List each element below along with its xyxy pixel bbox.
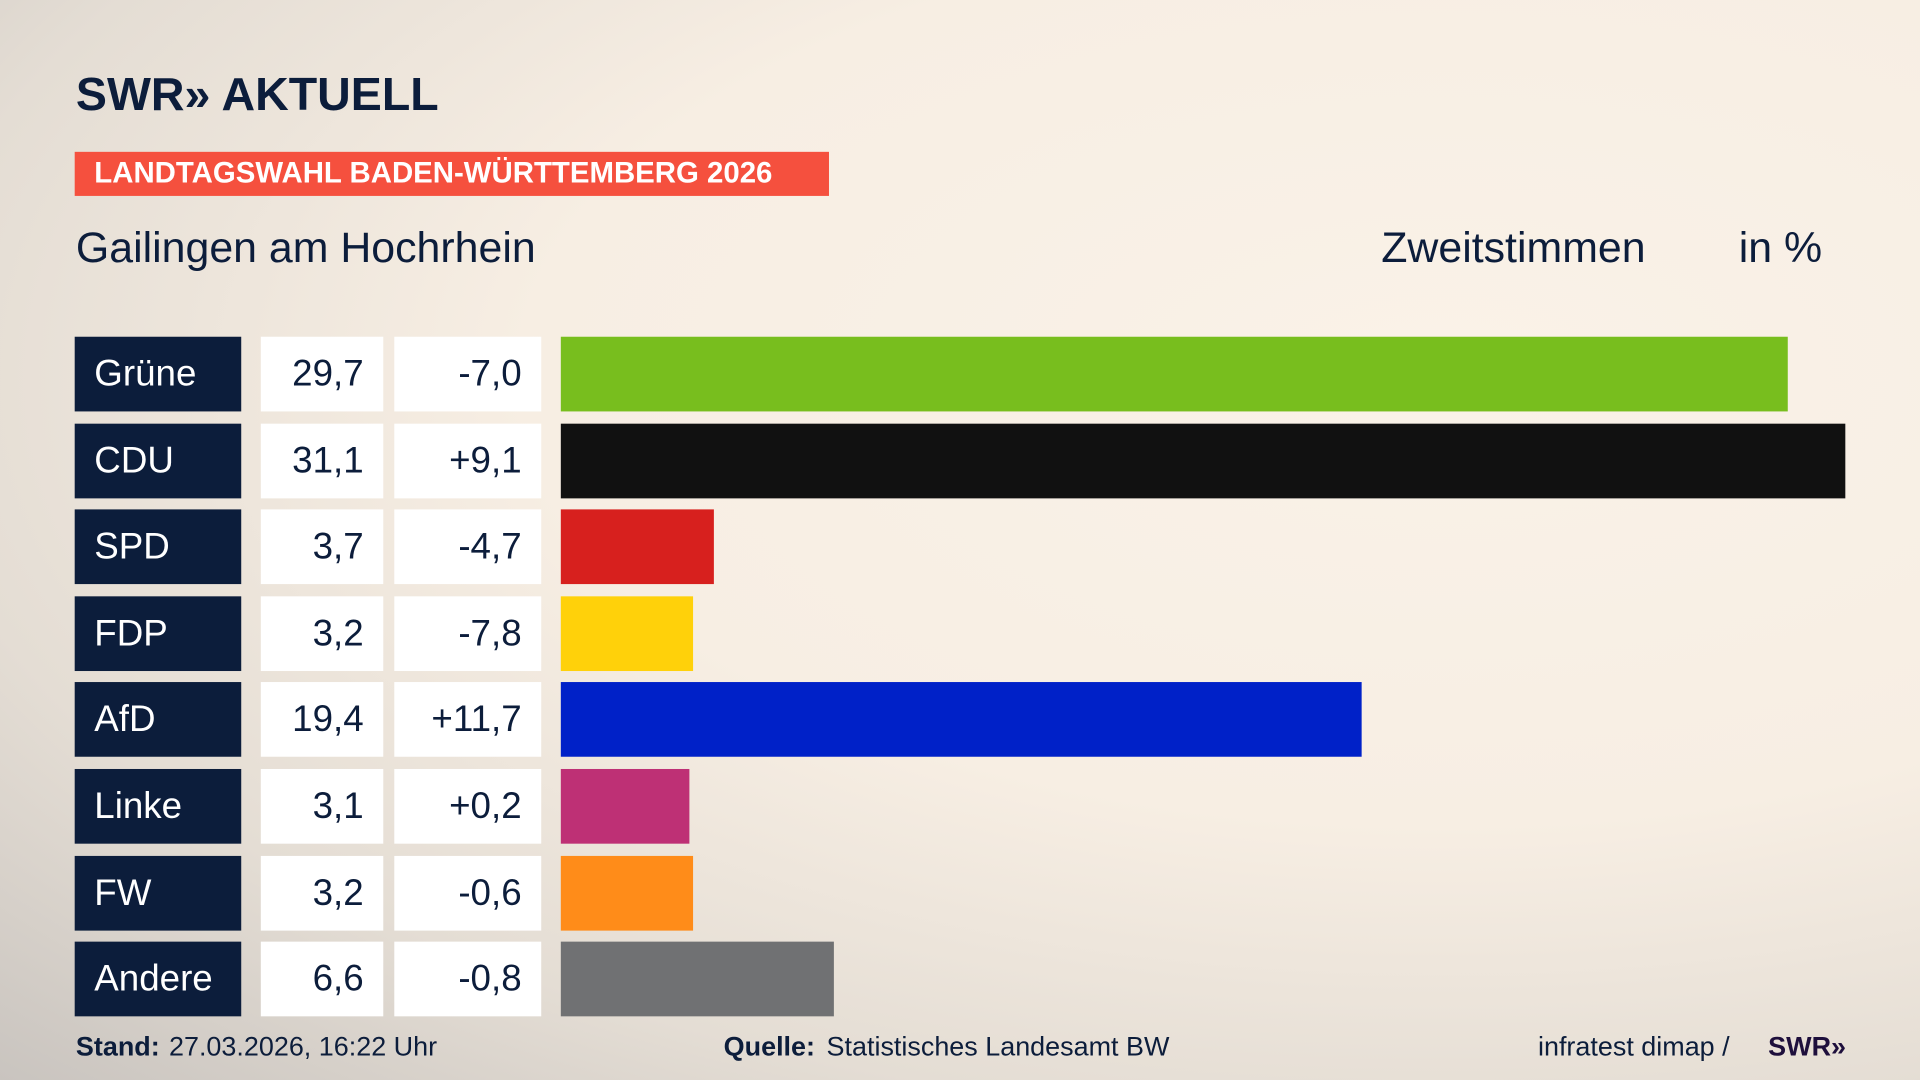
vote-share: 29,7 bbox=[260, 336, 384, 412]
vote-change: -0,8 bbox=[394, 941, 542, 1017]
bar bbox=[560, 768, 689, 844]
credit-text: infratest dimap / bbox=[1537, 1031, 1730, 1062]
place-title: Gailingen am Hochrhein bbox=[75, 224, 536, 272]
vote-share: 3,7 bbox=[260, 509, 384, 585]
bar bbox=[560, 423, 1846, 498]
stand-label: Stand: bbox=[75, 1031, 160, 1062]
vote-share: 3,1 bbox=[260, 768, 384, 844]
unit-label: in % bbox=[1738, 224, 1823, 272]
party-name: AfD bbox=[74, 682, 242, 758]
swr-logo: SWR» bbox=[1768, 1031, 1847, 1062]
bar bbox=[560, 941, 834, 1017]
party-name: FW bbox=[74, 855, 242, 931]
bar bbox=[560, 596, 693, 671]
bar bbox=[560, 509, 714, 585]
party-name: Grüne bbox=[74, 336, 242, 412]
vote-share: 19,4 bbox=[260, 682, 384, 758]
vote-share: 6,6 bbox=[260, 941, 384, 1017]
party-name: FDP bbox=[74, 596, 242, 671]
party-name: Andere bbox=[74, 941, 242, 1017]
source-value: Statistisches Landesamt BW bbox=[826, 1031, 1170, 1062]
swr-aktuell-logo: SWR» AKTUELL bbox=[75, 69, 439, 122]
vote-change: -7,8 bbox=[394, 596, 542, 671]
stand-value: 27.03.2026, 16:22 Uhr bbox=[168, 1031, 438, 1062]
vote-share: 3,2 bbox=[260, 855, 384, 931]
metric-label: Zweitstimmen bbox=[1381, 224, 1646, 272]
vote-change: -7,0 bbox=[394, 336, 542, 412]
vote-change: -4,7 bbox=[394, 509, 542, 585]
vote-change: +11,7 bbox=[394, 682, 542, 758]
vote-change: -0,6 bbox=[394, 855, 542, 931]
vote-change: +0,2 bbox=[394, 768, 542, 844]
bar bbox=[560, 682, 1363, 758]
vote-change: +9,1 bbox=[394, 423, 542, 498]
bar bbox=[560, 336, 1788, 412]
election-banner: LANDTAGSWAHL BADEN-WÜRTTEMBERG 2026 bbox=[74, 151, 829, 196]
source-label: Quelle: bbox=[723, 1031, 816, 1062]
vote-share: 3,2 bbox=[260, 596, 384, 671]
bar bbox=[560, 855, 693, 931]
party-name: CDU bbox=[74, 423, 242, 498]
party-name: SPD bbox=[74, 509, 242, 585]
party-name: Linke bbox=[74, 768, 242, 844]
vote-share: 31,1 bbox=[260, 423, 384, 498]
